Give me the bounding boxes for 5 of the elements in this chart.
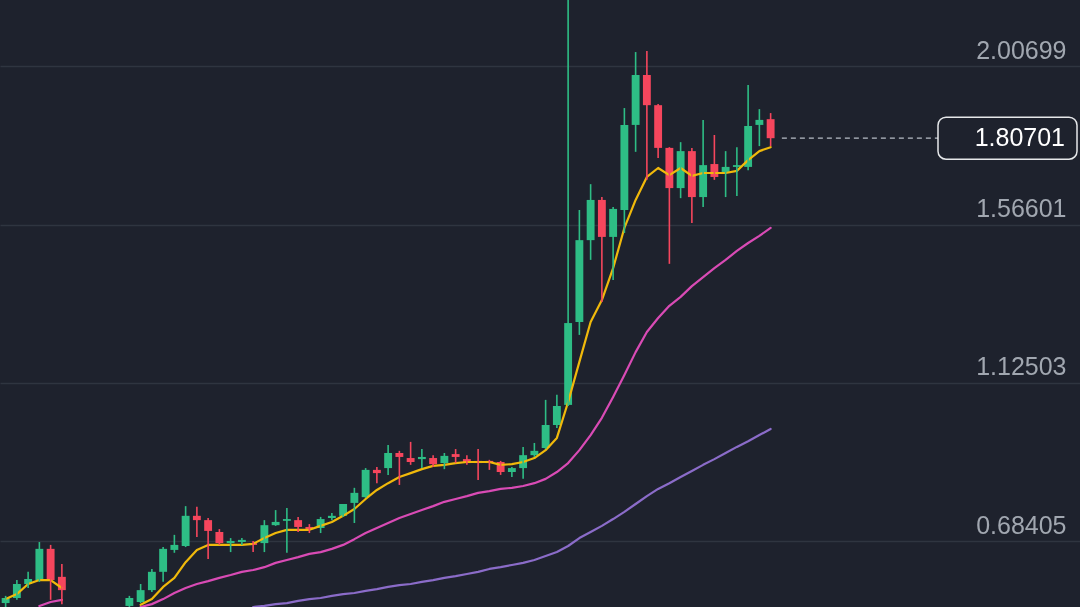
ref-line-label: 1.80701: [974, 123, 1065, 152]
y-tick-label: 2.00699: [976, 35, 1067, 64]
y-tick-label: 1.56601: [976, 194, 1067, 223]
y-tick-label: 0.68405: [976, 510, 1067, 539]
y-tick-label: 1.12503: [976, 352, 1067, 381]
